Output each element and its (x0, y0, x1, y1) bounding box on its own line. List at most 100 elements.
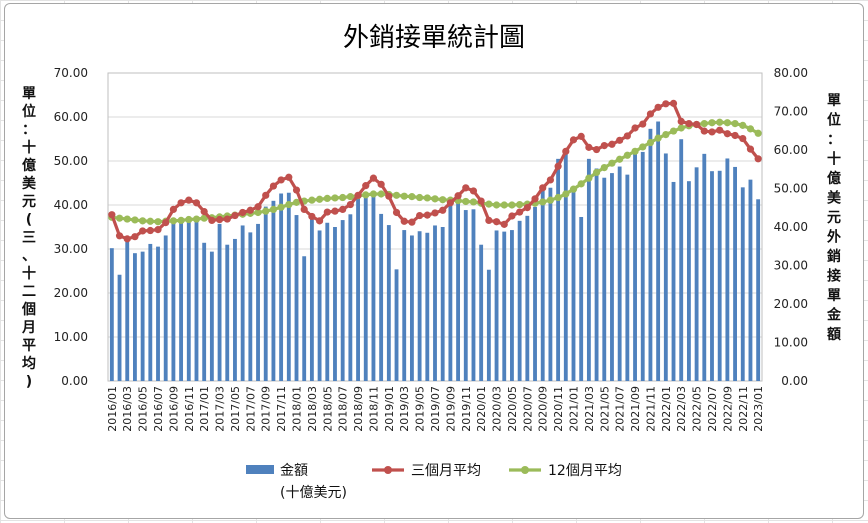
bar (602, 177, 607, 381)
bar (671, 181, 676, 381)
bar (517, 220, 522, 381)
series-point (277, 176, 285, 184)
series-point (723, 130, 731, 138)
bar (163, 235, 168, 381)
left-tick-label: 0.00 (61, 374, 88, 388)
series-point (315, 217, 324, 225)
bar (663, 153, 668, 381)
x-tick-label: 2022/07 (706, 386, 719, 432)
x-tick-label: 2020/01 (475, 386, 488, 432)
series-point (177, 216, 185, 224)
bar (363, 194, 368, 381)
bar (463, 210, 468, 381)
right-tick-label: 40.00 (774, 220, 808, 234)
left-tick-label: 10.00 (54, 330, 88, 344)
x-tick-label: 2018/11 (367, 386, 380, 432)
series-point (400, 192, 408, 200)
series-point (746, 145, 755, 153)
right-tick-label: 70.00 (774, 105, 808, 119)
series-point (546, 176, 555, 184)
series-point (592, 168, 601, 177)
bar (240, 225, 245, 381)
plot-area: 0.00 10.00 20.00 30.00 40.00 50.00 60.00 70.00 0… (54, 66, 808, 432)
series-point (262, 207, 270, 215)
series-point (362, 182, 370, 190)
bar (486, 269, 491, 381)
series-point (492, 218, 501, 226)
series-point (454, 192, 462, 200)
series-point (623, 151, 631, 159)
left-tick-label: 60.00 (54, 110, 88, 124)
series-point (146, 217, 154, 225)
series-point (700, 127, 708, 135)
series-point (416, 211, 424, 220)
series-point (708, 119, 716, 127)
series-point (731, 131, 739, 140)
bar (340, 220, 345, 381)
series-point (139, 227, 147, 235)
series-point (308, 212, 316, 221)
bar (225, 244, 230, 381)
series-point (693, 120, 701, 129)
series-point (377, 190, 385, 198)
bar (209, 251, 214, 381)
right-tick-label: 30.00 (774, 259, 808, 273)
right-tick-label: 80.00 (774, 66, 808, 80)
bar (409, 235, 414, 381)
series-point (677, 117, 685, 125)
bar (617, 166, 622, 381)
series-point (616, 136, 624, 144)
bar (510, 230, 514, 381)
series-point (646, 138, 655, 147)
series-point (577, 132, 585, 140)
bar (702, 153, 707, 381)
x-tick-label: 2017/11 (275, 386, 288, 432)
series-point (577, 180, 585, 188)
bar (502, 231, 507, 381)
bar (640, 151, 645, 381)
series-point (154, 218, 162, 226)
bar (525, 215, 530, 381)
series-point (362, 191, 370, 199)
right-tick-label: 10.00 (774, 336, 808, 350)
bar (633, 149, 637, 381)
bar (248, 232, 253, 381)
series-point (700, 120, 708, 128)
series-point (554, 193, 562, 202)
series-point (685, 120, 693, 128)
left-tick-label: 70.00 (54, 66, 88, 80)
series-point (131, 233, 139, 241)
series-point (185, 215, 193, 224)
series-point (292, 198, 301, 206)
x-tick-label: 2020/05 (506, 386, 519, 432)
bar (256, 223, 260, 381)
series-point (115, 232, 124, 240)
series-point (592, 145, 601, 154)
series-point (323, 194, 331, 202)
bar (556, 158, 561, 381)
series-point (169, 217, 177, 225)
legend-marker-three-month (384, 466, 392, 474)
series-point (446, 199, 454, 207)
series-point (616, 155, 624, 163)
bar (694, 167, 699, 381)
bar (171, 222, 176, 381)
series-point (631, 124, 639, 132)
bar (548, 187, 553, 381)
bar (710, 171, 714, 381)
axis-label-text: 單位：十億美元外銷接單金額 (826, 93, 842, 343)
series-point (539, 184, 547, 192)
series-point (292, 186, 301, 194)
series-point (585, 174, 593, 182)
bar (756, 199, 761, 381)
series-point (585, 143, 593, 151)
bar (579, 216, 584, 381)
x-tick-label: 2022/09 (721, 386, 734, 432)
bar (733, 166, 737, 381)
bar (433, 225, 437, 381)
series-point (546, 196, 555, 204)
right-tick-label: 0.00 (781, 374, 808, 388)
series-point (708, 128, 716, 136)
bar (202, 242, 207, 381)
x-tick-label: 2019/07 (429, 386, 442, 432)
